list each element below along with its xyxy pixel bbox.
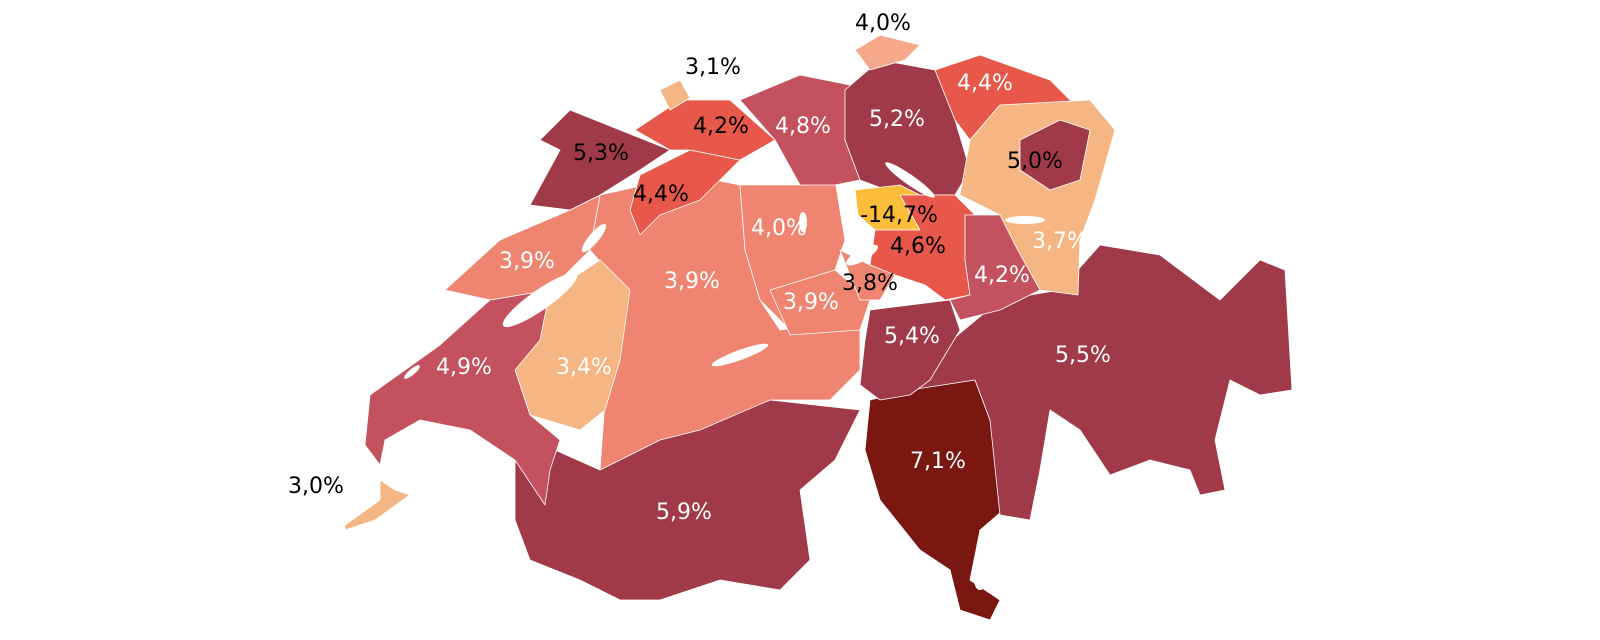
canton	[949, 214, 1041, 321]
region-label: 5,9%	[656, 500, 712, 525]
canton	[769, 269, 871, 336]
lake	[846, 244, 878, 266]
region-label: 3,9%	[499, 249, 555, 274]
region-label: 3,4%	[556, 355, 612, 380]
lakes	[404, 162, 1045, 590]
lake	[885, 162, 935, 198]
region-label: 4,4%	[633, 182, 689, 207]
region-label: 3,7%	[1032, 229, 1088, 254]
canton	[344, 479, 411, 531]
region-label: 3,1%	[685, 55, 741, 80]
canton	[909, 244, 1293, 521]
lake	[974, 570, 986, 590]
cantons	[344, 34, 1293, 621]
canton	[854, 34, 921, 71]
region-label: 4,0%	[751, 216, 807, 241]
canton	[529, 109, 671, 211]
canton	[444, 194, 601, 301]
lake	[581, 223, 607, 253]
lake	[799, 212, 807, 232]
region-label: 4,4%	[957, 71, 1013, 96]
lake	[711, 343, 769, 367]
lake	[1005, 216, 1045, 224]
region-label: -14,7%	[860, 203, 938, 228]
region-label: 3,9%	[664, 269, 720, 294]
region-label: 4,8%	[775, 114, 831, 139]
region-label: 3,8%	[842, 271, 898, 296]
region-label: 4,2%	[693, 114, 749, 139]
lake	[404, 365, 420, 379]
region-label: 3,0%	[288, 474, 344, 499]
region-label: 5,2%	[869, 107, 925, 132]
region-label: 5,4%	[884, 324, 940, 349]
canton	[659, 79, 691, 111]
region-label: 5,0%	[1007, 149, 1063, 174]
canton	[869, 194, 976, 301]
lake	[502, 272, 578, 328]
region-label: 4,2%	[974, 263, 1030, 288]
region-label: 5,3%	[573, 141, 629, 166]
region-label: 4,9%	[436, 355, 492, 380]
region-label: 3,9%	[783, 290, 839, 315]
region-label: 7,1%	[910, 449, 966, 474]
canton	[859, 299, 961, 401]
region-label: 4,6%	[890, 234, 946, 259]
labels: 5,9% 7,1% 5,5% 5,4% 3,9% 4,0% 3,9% 3,4% 4,9% 3,9%…	[288, 11, 1111, 525]
region-label: 5,5%	[1055, 343, 1111, 368]
canton	[634, 99, 776, 161]
canton	[1019, 119, 1091, 191]
region-label: 4,0%	[855, 11, 911, 36]
